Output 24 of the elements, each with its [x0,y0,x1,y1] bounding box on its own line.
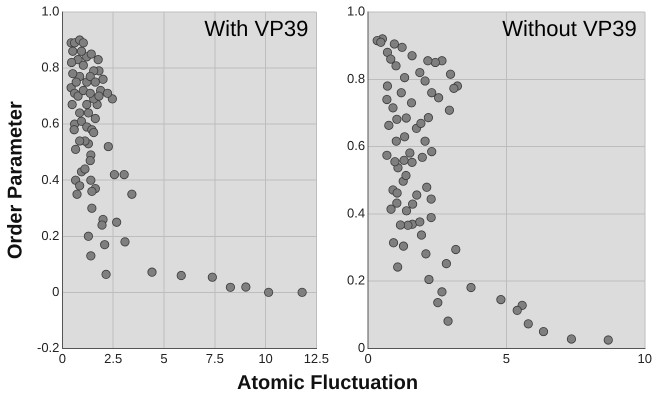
y-tick-label: 0.8 [346,70,366,86]
y-tick-label: 0.6 [41,116,60,131]
y-tick-label: 0.4 [41,172,60,187]
y-tick-label: 1.0 [346,4,366,19]
y-tick-label: 0 [358,340,366,355]
x-tick-label: 7.5 [206,350,224,366]
y-tick-label: -0.2 [36,340,60,355]
y-tick-label: 0.4 [346,205,366,220]
y-tick-label: 0.6 [346,138,366,154]
y-tick-label: 0 [52,284,60,299]
y-tick-label: 0.8 [41,60,60,75]
x-tick-label: 2.5 [104,350,122,366]
x-tick-label: 5 [502,350,510,366]
x-axis-title: Atomic Fluctuation [236,372,420,395]
y-tick-label: 0.2 [346,272,366,288]
x-tick-label: 10 [258,350,273,366]
y-tick-label: 0.2 [41,228,60,243]
chart-title: With VP39 [204,16,308,42]
x-tick-label: 5 [160,350,168,366]
y-axis-title: Order Parameter [4,101,27,260]
x-tick-label: 12.5 [304,350,330,366]
x-tick-label: 10 [638,350,652,366]
chart-title: Without VP39 [502,16,637,42]
y-tick-label: 1.0 [41,4,60,19]
